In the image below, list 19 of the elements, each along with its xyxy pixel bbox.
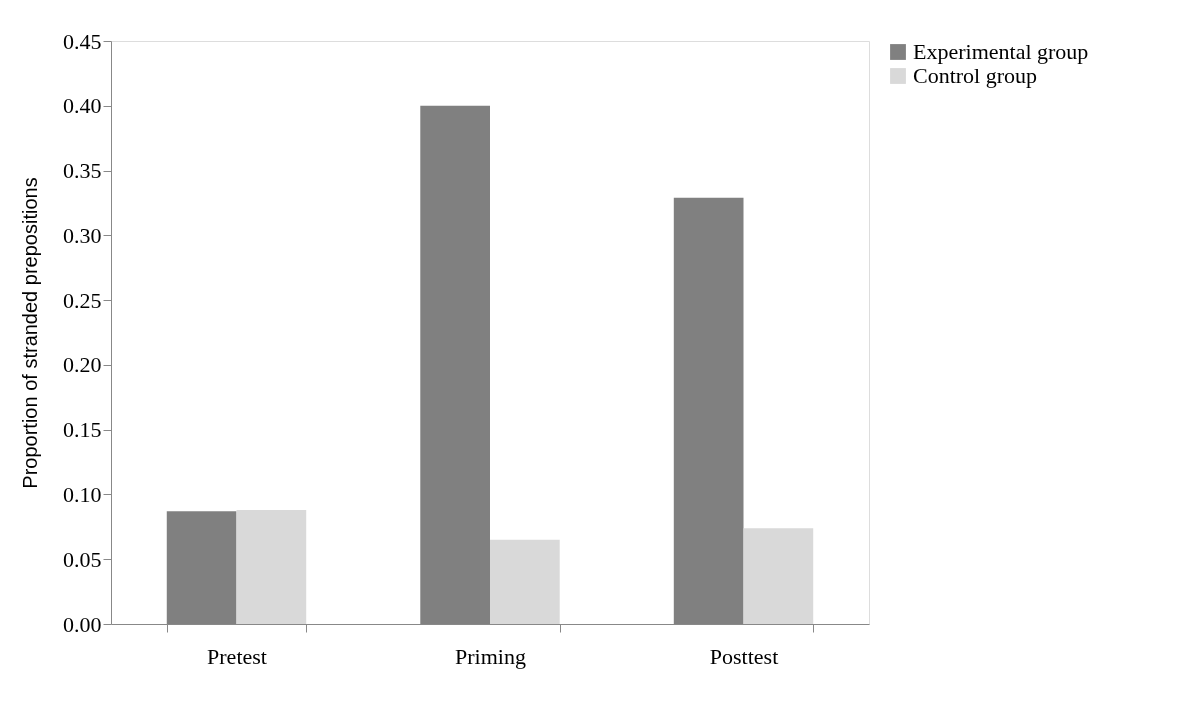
- y-tick-label: 0.15: [63, 417, 102, 443]
- legend-label: Experimental group: [913, 39, 1089, 64]
- y-tick-label: 0.40: [63, 93, 102, 119]
- x-tick-label: Posttest: [709, 643, 779, 669]
- x-tick-label: Pretest: [207, 643, 267, 669]
- y-tick-label: 0.05: [63, 546, 102, 572]
- y-tick-label: 0.30: [63, 222, 102, 248]
- legend-label: Control group: [913, 63, 1038, 88]
- y-tick-label: 0.45: [63, 28, 102, 54]
- bar: [236, 509, 307, 624]
- y-tick-label: 0.10: [63, 481, 102, 507]
- y-axis-title: Proportion of stranded prepositions: [19, 177, 41, 489]
- x-tick-label: Priming: [455, 643, 526, 669]
- y-tick-label: 0.00: [63, 611, 102, 637]
- y-tick-label: 0.35: [63, 158, 102, 184]
- bar: [490, 539, 560, 624]
- y-tick-label: 0.20: [63, 352, 102, 378]
- bar: [743, 528, 814, 624]
- y-tick-label: 0.25: [63, 287, 102, 313]
